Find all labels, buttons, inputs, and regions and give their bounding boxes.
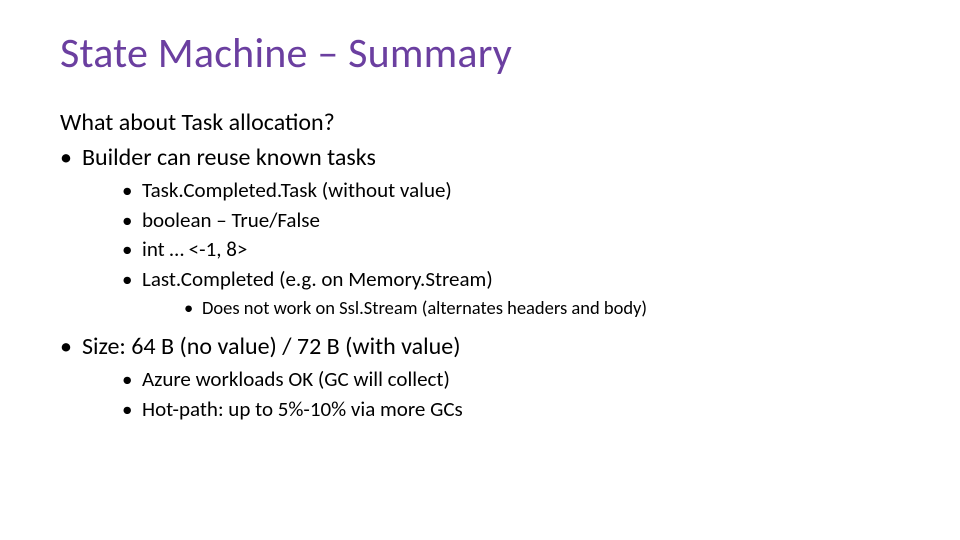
list-item-text: Last.Completed (e.g. on Memory.Stream) xyxy=(142,266,493,292)
bullet-list-level2: Task.Completed.Task (without value) bool… xyxy=(122,177,900,320)
list-item-text: Does not work on Ssl.Stream (alternates … xyxy=(202,296,647,319)
list-item: Builder can reuse known tasks Task.Compl… xyxy=(60,141,900,320)
list-item-text: boolean – True/False xyxy=(142,207,320,233)
spacer xyxy=(60,322,900,328)
list-item: Task.Completed.Task (without value) xyxy=(122,177,900,205)
slide-body: What about Task allocation? Builder can … xyxy=(60,107,900,423)
list-item-text: Builder can reuse known tasks xyxy=(82,143,376,172)
list-item-text: Hot-path: up to 5%-10% via more GCs xyxy=(142,396,463,422)
list-item: Last.Completed (e.g. on Memory.Stream) D… xyxy=(122,266,900,320)
slide-title: State Machine – Summary xyxy=(60,28,900,79)
list-item: int … <-1, 8> xyxy=(122,236,900,264)
list-item: Hot-path: up to 5%-10% via more GCs xyxy=(122,396,900,424)
list-item: boolean – True/False xyxy=(122,207,900,235)
list-item: Does not work on Ssl.Stream (alternates … xyxy=(184,296,900,320)
bullet-list-level2: Azure workloads OK (GC will collect) Hot… xyxy=(122,366,900,423)
list-item-text: Size: 64 B (no value) / 72 B (with value… xyxy=(82,332,460,361)
slide: State Machine – Summary What about Task … xyxy=(0,0,960,540)
list-item-text: Task.Completed.Task (without value) xyxy=(142,177,452,203)
list-item-text: Azure workloads OK (GC will collect) xyxy=(142,366,450,392)
bullet-list-level1: Builder can reuse known tasks Task.Compl… xyxy=(60,141,900,423)
list-item: Azure workloads OK (GC will collect) xyxy=(122,366,900,394)
intro-line: What about Task allocation? xyxy=(60,107,900,139)
list-item: Size: 64 B (no value) / 72 B (with value… xyxy=(60,330,900,423)
list-item-text: int … <-1, 8> xyxy=(142,236,247,262)
bullet-list-level3: Does not work on Ssl.Stream (alternates … xyxy=(184,296,900,320)
